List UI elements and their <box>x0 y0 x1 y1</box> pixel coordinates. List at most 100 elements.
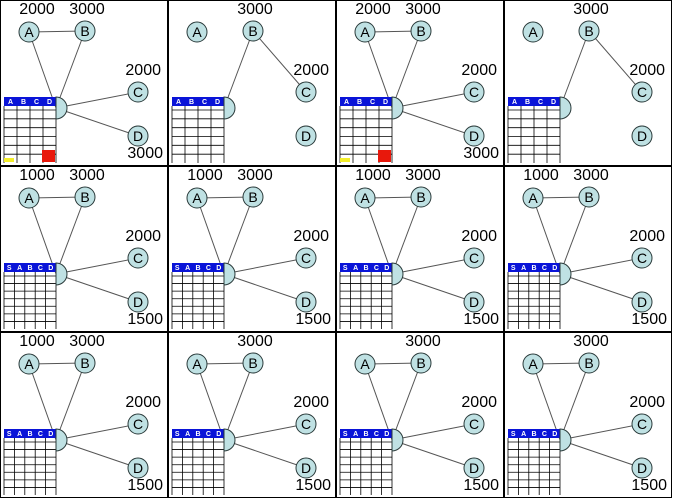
edge-a-p <box>364 197 393 275</box>
node-a <box>18 187 40 209</box>
value-label-c: 2000 <box>629 394 665 411</box>
edge-b-p <box>223 362 254 441</box>
value-label-c: 2000 <box>293 228 329 245</box>
table-header-cell: C <box>38 431 43 438</box>
edge-b-p <box>55 196 86 275</box>
node-label-b: B <box>584 189 593 205</box>
value-label-b: 3000 <box>573 167 609 184</box>
node-b <box>74 186 96 208</box>
data-table: A B C D <box>171 97 225 163</box>
table-header <box>340 263 392 272</box>
node-label-b: B <box>80 23 89 39</box>
value-label-a: 1000 <box>19 167 55 184</box>
table-header <box>4 263 56 272</box>
edge-a-p <box>196 363 225 441</box>
node-label-d: D <box>133 128 143 144</box>
node-label-b: B <box>80 355 89 371</box>
diagram-panel: A B C D A B C D 3000 2000 <box>504 0 672 166</box>
value-label-d: 1500 <box>463 477 499 494</box>
edge-d-p <box>391 273 475 303</box>
edge-c-p <box>559 257 643 275</box>
node-label-b: B <box>248 23 257 39</box>
node-d <box>463 291 485 313</box>
node-c <box>463 247 485 269</box>
node-c <box>631 413 653 435</box>
node-b <box>578 352 600 374</box>
value-label-b: 3000 <box>573 333 609 350</box>
table-header-cell: B <box>27 265 32 272</box>
node-c <box>631 81 653 103</box>
table-header-cell: D <box>551 99 556 106</box>
edge-b-c <box>252 30 307 93</box>
value-label-c: 2000 <box>125 228 161 245</box>
table-header-cell: B <box>189 99 194 106</box>
table-header-cell: S <box>7 265 12 272</box>
hub-node <box>559 96 572 120</box>
node-label-d: D <box>637 460 647 476</box>
table-header-cell: B <box>21 99 26 106</box>
node-label-a: A <box>192 24 202 40</box>
edge-d-p <box>223 273 307 303</box>
table-header-cell: A <box>512 99 517 106</box>
table-header-cell: D <box>48 265 53 272</box>
node-label-a: A <box>528 190 538 206</box>
edge-a-p <box>532 363 561 441</box>
table-header-cell: B <box>27 431 32 438</box>
value-label-d: 1500 <box>631 311 667 328</box>
table-header-cell: S <box>175 265 180 272</box>
node-label-a: A <box>528 356 538 372</box>
table-header <box>172 263 224 272</box>
hub-node <box>223 262 236 286</box>
value-label-c: 2000 <box>629 62 665 79</box>
table-header-cell: A <box>521 265 526 272</box>
edge-b-p <box>559 30 590 109</box>
node-label-d: D <box>637 128 647 144</box>
value-label-c: 2000 <box>461 228 497 245</box>
node-label-c: C <box>469 250 479 266</box>
edge-b-c <box>588 30 643 93</box>
edge-c-p <box>391 423 475 441</box>
table-header <box>508 97 560 106</box>
hub-node <box>559 262 572 286</box>
table-header-cell: C <box>370 99 375 106</box>
edge-b-p <box>55 30 86 109</box>
node-label-a: A <box>24 24 34 40</box>
table-header-cell: D <box>384 431 389 438</box>
edge-c-p <box>55 423 139 441</box>
diagram-panel: A B C D A B C D 2000 3000 2000 3000 <box>336 0 504 166</box>
node-a <box>354 187 376 209</box>
value-label-d: 1500 <box>463 311 499 328</box>
hub-node <box>55 428 68 452</box>
node-c <box>127 81 149 103</box>
edge-a-p <box>28 363 57 441</box>
node-b <box>242 186 264 208</box>
value-label-d: 3000 <box>127 145 163 162</box>
node-b <box>74 20 96 42</box>
node-a <box>18 353 40 375</box>
value-label-c: 2000 <box>293 394 329 411</box>
node-a <box>186 187 208 209</box>
value-label-a: 2000 <box>19 1 55 18</box>
table-header-cell: D <box>47 99 52 106</box>
hub-node <box>391 96 404 120</box>
edge-b-p <box>391 196 422 275</box>
node-b <box>242 20 264 42</box>
node-c <box>463 81 485 103</box>
value-label-c: 2000 <box>125 62 161 79</box>
node-a <box>522 187 544 209</box>
edge-d-p <box>55 273 139 303</box>
table-header-cell: B <box>363 265 368 272</box>
node-label-a: A <box>360 356 370 372</box>
node-label-c: C <box>133 84 143 100</box>
table-header <box>172 429 224 438</box>
edge-b-p <box>223 196 254 275</box>
table-header-cell: S <box>175 431 180 438</box>
table-header-cell: C <box>206 431 211 438</box>
table-header-cell: D <box>552 265 557 272</box>
status-bar-yellow <box>340 158 350 162</box>
table-header-cell: A <box>353 265 358 272</box>
